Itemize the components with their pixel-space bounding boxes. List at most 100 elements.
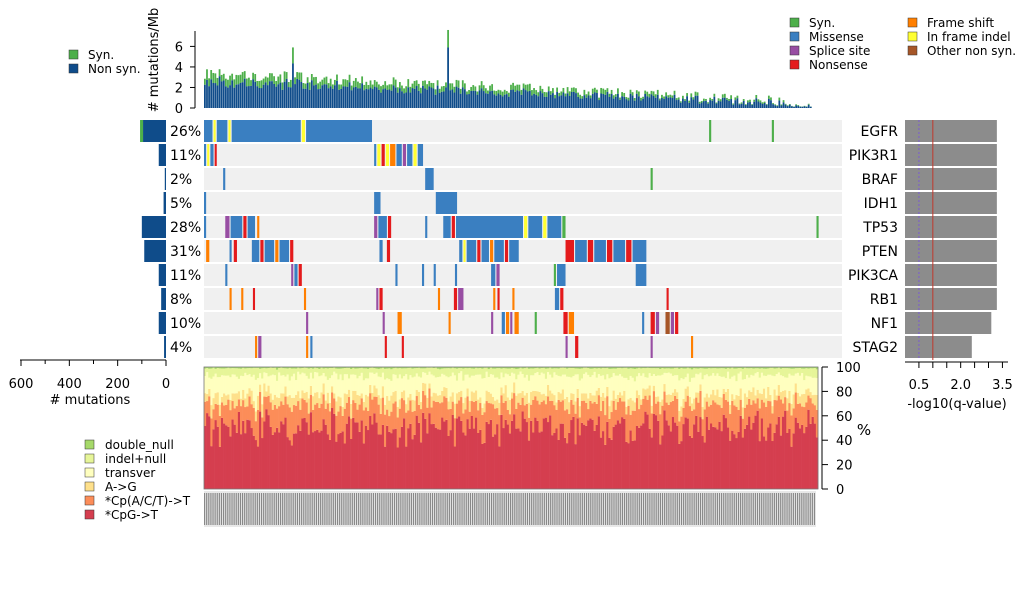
spectrum-segment (462, 432, 465, 489)
spectrum-segment (248, 367, 251, 369)
sample-id-tick (685, 493, 687, 525)
spectrum-segment (470, 375, 474, 392)
syn-bar (396, 87, 399, 93)
spectrum-segment (468, 367, 472, 368)
spectrum-segment (479, 397, 482, 404)
syn-bar (321, 79, 324, 86)
spectrum-segment (407, 379, 410, 398)
spectrum-segment (394, 390, 397, 402)
spectrum-segment (585, 425, 588, 489)
spectrum-segment (663, 391, 666, 411)
syn-bar (294, 77, 296, 85)
syn-bar (600, 87, 603, 94)
spectrum-segment (682, 407, 685, 425)
spectrum-segment (735, 381, 738, 396)
spectrum-segment (676, 367, 679, 376)
spectrum-segment (405, 367, 408, 369)
spectrum-segment (813, 368, 817, 378)
syn-bar (354, 78, 357, 87)
spectrum-segment (343, 393, 347, 409)
spectrum-segment (612, 390, 616, 401)
spectrum-segment (367, 411, 370, 431)
spectrum-segment (206, 368, 209, 373)
syn-bar (443, 86, 445, 92)
nonsyn-bar (315, 84, 317, 108)
syn-bar (549, 91, 552, 95)
nonsyn-bar (700, 102, 703, 108)
sample-id-tick (632, 493, 634, 525)
spectrum-segment (771, 367, 774, 376)
spectrum-segment (367, 367, 370, 369)
spectrum-segment (553, 367, 556, 369)
spectrum-segment (621, 395, 624, 402)
spectrum-segment (216, 367, 220, 368)
spectrum-segment (580, 368, 584, 379)
syn-bar (558, 92, 561, 97)
spectrum-segment (559, 367, 563, 377)
gene-percent-label: 4% (170, 340, 192, 356)
spectrum-segment (667, 367, 671, 369)
mutation-cell (390, 144, 396, 166)
spectrum-segment (635, 390, 639, 399)
spectrum-segment (532, 367, 535, 369)
spectrum-segment (424, 368, 427, 373)
sample-id-tick (429, 493, 431, 525)
sample-id-tick (780, 493, 782, 525)
spectrum-segment (320, 375, 323, 393)
sample-id-tick (537, 493, 539, 525)
spectrum-segment (345, 374, 349, 395)
syn-bar (378, 84, 380, 90)
top-y-tick-label: 4 (175, 61, 183, 76)
spectrum-segment (479, 367, 482, 369)
sample-id-tick (636, 493, 638, 525)
spectrum-segment (453, 375, 457, 404)
spectrum-segment (758, 441, 762, 489)
spectrum-segment (341, 380, 345, 407)
spectrum-segment (754, 367, 757, 369)
spectrum-segment (614, 409, 618, 425)
spectrum-segment (269, 367, 273, 376)
spectrum-segment (373, 367, 376, 369)
spectrum-segment (347, 367, 351, 368)
spectrum-segment (591, 367, 594, 369)
spectrum-segment (697, 368, 700, 375)
spectrum-segment (608, 378, 611, 407)
syn-bar (774, 104, 777, 106)
sample-id-tick (569, 493, 571, 525)
spectrum-segment (519, 404, 522, 432)
spectrum-segment (358, 395, 361, 405)
spectrum-segment (314, 372, 317, 393)
spectrum-segment (801, 368, 804, 374)
spectrum-segment (331, 386, 334, 393)
spectrum-segment (782, 376, 785, 391)
sample-id-tick (461, 493, 463, 525)
spectrum-segment (443, 387, 446, 397)
nonsyn-bar (552, 93, 554, 108)
spectrum-segment (345, 394, 349, 403)
spectrum-segment (483, 403, 486, 413)
syn-bar (222, 73, 225, 81)
syn-bar (696, 92, 699, 96)
spectrum-segment (557, 375, 560, 393)
nonsyn-bar (549, 94, 552, 108)
spectrum-segment (375, 368, 378, 373)
spectrum-segment (741, 367, 745, 369)
syn-bar (275, 80, 278, 87)
spectrum-segment (612, 368, 616, 374)
sample-id-tick (404, 493, 406, 525)
mutation-cell (204, 192, 207, 214)
spectrum-segment (237, 378, 241, 392)
spectrum-segment (638, 395, 641, 410)
sample-id-tick (526, 493, 529, 525)
nonsyn-bar (545, 96, 548, 108)
spectrum-segment (360, 372, 364, 394)
spectrum-segment (345, 367, 349, 375)
nonsyn-bar (514, 91, 517, 108)
nonsyn-bar (512, 89, 514, 108)
sample-id-tick (647, 493, 649, 525)
sample-id-tick (531, 493, 533, 525)
nonsyn-bar (415, 86, 418, 108)
spectrum-segment (644, 389, 647, 396)
mutation-cell (587, 240, 594, 262)
